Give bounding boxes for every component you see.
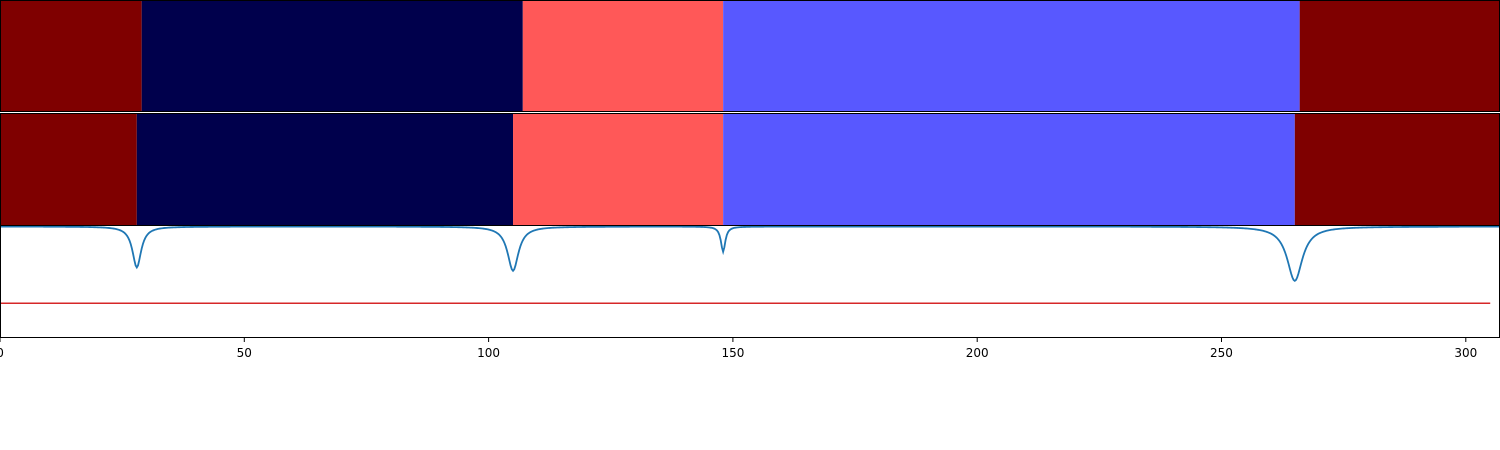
x-axis: 0 50 100 150 200 250 300 xyxy=(0,338,1477,360)
x-tick-label-50: 50 xyxy=(237,346,252,360)
row-b-segment-3 xyxy=(513,114,724,225)
row-b-segment-4 xyxy=(723,114,1295,225)
row-b-segment-5 xyxy=(1294,114,1500,225)
x-tick-label-300: 300 xyxy=(1454,346,1477,360)
x-tick-label-100: 100 xyxy=(477,346,500,360)
x-tick-label-150: 150 xyxy=(721,346,744,360)
x-tick-label-0: 0 xyxy=(0,346,4,360)
row-a-segment-2 xyxy=(141,1,523,111)
confidence-line xyxy=(0,225,1500,283)
row-a-segment-5 xyxy=(1299,1,1500,111)
segmentation-row-a xyxy=(0,1,1500,111)
confidence-line-panel xyxy=(0,225,1500,305)
row-b-segment-1 xyxy=(0,114,137,225)
row-a-segment-1 xyxy=(0,1,142,111)
line-panel-frame xyxy=(0,225,1500,338)
x-tick-label-200: 200 xyxy=(966,346,989,360)
segmentation-row-b xyxy=(0,114,1500,225)
row-b-segment-2 xyxy=(136,114,514,225)
row-a-segment-3 xyxy=(522,1,724,111)
x-tick-label-250: 250 xyxy=(1210,346,1233,360)
row-a-segment-4 xyxy=(723,1,1300,111)
